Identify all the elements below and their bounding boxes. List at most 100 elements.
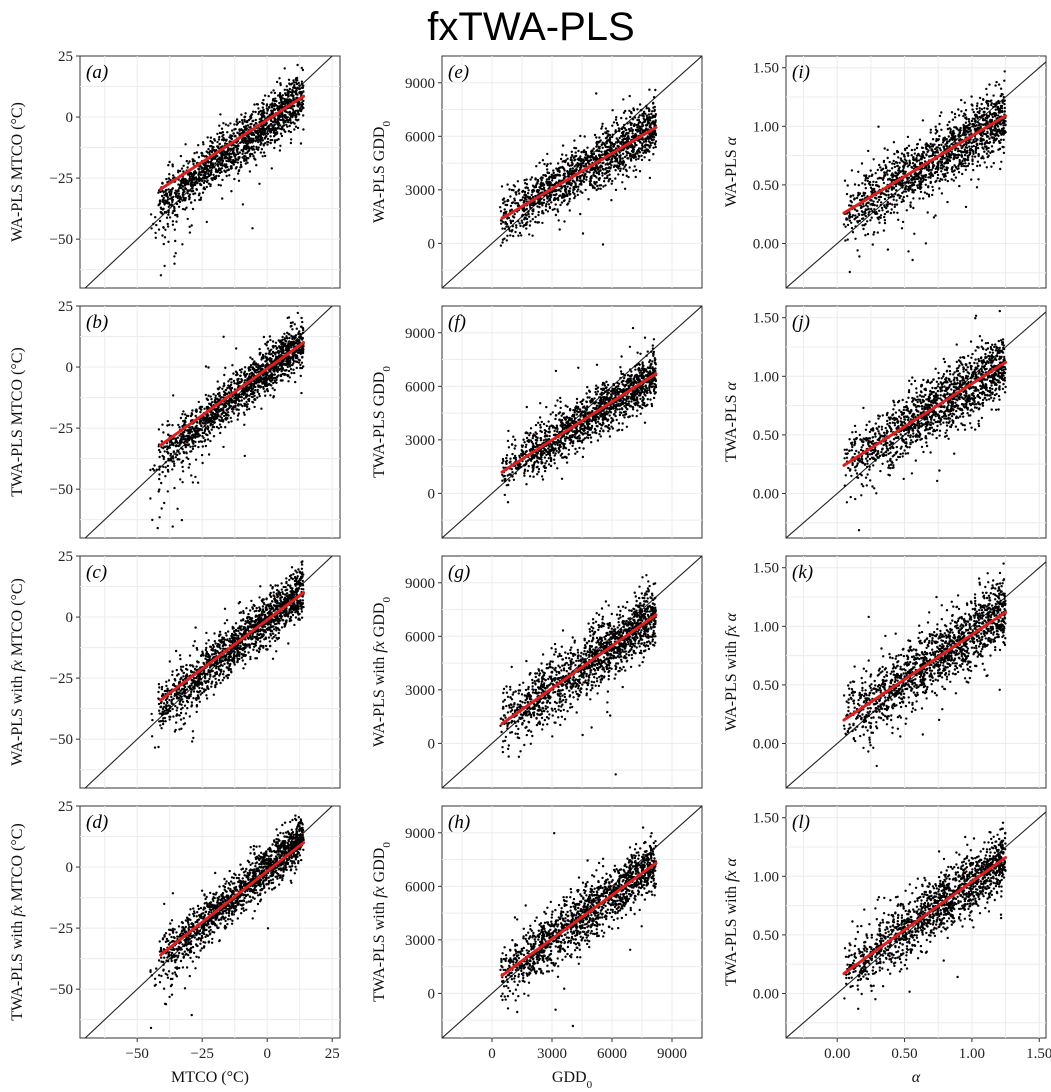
data-point: [222, 640, 225, 643]
data-point: [173, 462, 176, 465]
data-point: [271, 878, 275, 881]
data-point: [197, 156, 201, 159]
data-point: [242, 628, 245, 631]
data-point: [208, 151, 211, 154]
data-point: [191, 481, 195, 484]
data-point: [293, 122, 296, 125]
data-point: [192, 644, 195, 647]
data-point: [237, 157, 240, 161]
data-point: [235, 654, 238, 657]
data-point: [207, 366, 210, 369]
data-point: [197, 440, 201, 443]
data-point: [254, 615, 257, 618]
data-point: [275, 629, 278, 632]
data-point: [238, 368, 242, 372]
data-point: [280, 617, 283, 620]
y-axis-label: WA-PLS MTCO (°C): [9, 102, 26, 242]
data-point: [205, 631, 208, 635]
data-point: [300, 548, 302, 550]
data-point: [183, 413, 187, 416]
data-point: [181, 943, 184, 946]
data-point: [176, 449, 179, 452]
data-point: [261, 382, 264, 385]
data-point: [176, 693, 180, 696]
data-point: [295, 79, 299, 82]
data-point: [250, 395, 254, 399]
data-point: [171, 468, 174, 471]
data-point: [283, 338, 286, 341]
data-point: [201, 141, 205, 144]
data-point: [289, 590, 292, 593]
data-point: [250, 642, 254, 645]
data-point: [259, 351, 262, 355]
data-point: [289, 321, 293, 325]
data-point: [195, 697, 198, 700]
data-point: [184, 712, 188, 715]
data-point: [264, 615, 267, 618]
data-point: [232, 659, 236, 662]
data-point: [301, 579, 304, 583]
data-point: [185, 456, 188, 459]
data-point: [211, 141, 214, 145]
data-point: [223, 411, 226, 414]
data-point: [226, 417, 229, 420]
data-point: [204, 393, 207, 397]
data-point: [236, 150, 239, 154]
data-point: [177, 205, 181, 208]
data-point: [295, 606, 299, 610]
data-point: [223, 659, 227, 662]
data-point: [151, 718, 154, 722]
data-point: [201, 687, 204, 690]
data-point: [171, 702, 174, 706]
data-point: [270, 91, 273, 94]
data-point: [222, 676, 226, 679]
data-point: [236, 649, 239, 652]
data-point: [237, 629, 240, 633]
data-point: [170, 204, 173, 207]
data-point: [157, 683, 161, 686]
data-point: [196, 181, 199, 185]
data-point: [284, 363, 288, 367]
data-point: [160, 694, 164, 698]
data-point: [212, 393, 215, 396]
data-point: [243, 158, 246, 161]
data-point: [247, 140, 250, 143]
data-point: [288, 124, 291, 128]
y-tick-label: 25: [58, 299, 73, 315]
data-point: [172, 715, 175, 718]
data-point: [212, 173, 215, 177]
data-point: [158, 200, 162, 203]
data-point: [195, 705, 199, 708]
data-point: [168, 160, 171, 164]
data-point: [205, 697, 209, 700]
data-point: [227, 653, 231, 656]
data-point: [179, 437, 182, 441]
data-point: [302, 605, 305, 609]
data-point: [188, 654, 192, 657]
data-point: [251, 227, 254, 230]
data-point: [243, 118, 246, 122]
data-point: [261, 608, 264, 612]
data-point: [191, 740, 194, 743]
data-point: [297, 568, 300, 571]
data-point: [167, 205, 170, 208]
data-point: [263, 886, 266, 889]
data-point: [184, 177, 187, 181]
data-point: [268, 106, 271, 109]
data-point: [249, 114, 253, 118]
data-point: [260, 378, 264, 381]
data-point: [249, 140, 253, 143]
data-point: [228, 403, 231, 407]
data-point: [238, 611, 241, 615]
data-point: [189, 171, 193, 175]
data-point: [253, 151, 256, 154]
data-point: [227, 380, 230, 383]
data-point: [257, 146, 260, 149]
data-point: [195, 665, 198, 668]
data-point: [191, 433, 195, 436]
data-point: [260, 128, 263, 131]
data-point: [230, 386, 234, 390]
data-point: [166, 490, 169, 493]
